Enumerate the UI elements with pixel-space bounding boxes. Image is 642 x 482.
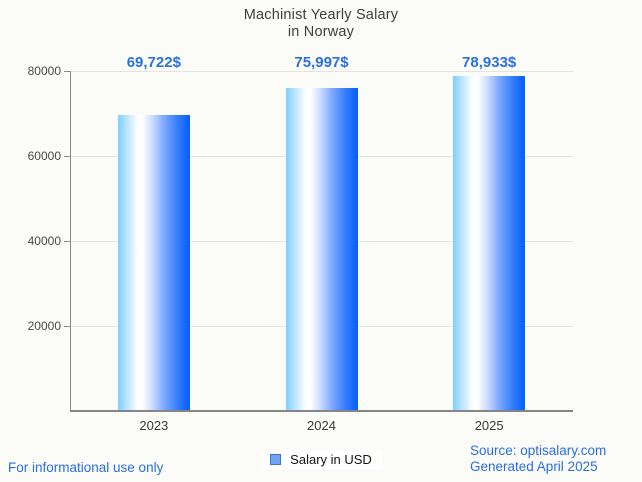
- disclaimer-text: For informational use only: [8, 460, 164, 475]
- y-tick-mark: [64, 156, 70, 157]
- chart-title-line1: Machinist Yearly Salary: [243, 7, 399, 23]
- y-tick-mark: [64, 241, 70, 242]
- y-axis-tick-label: 20000: [27, 319, 61, 333]
- y-tick-mark: [64, 326, 70, 327]
- bar-value-label: 69,722$: [126, 54, 181, 71]
- generated-text: Generated April 2025: [470, 459, 598, 474]
- y-axis-line: [70, 71, 71, 411]
- gridline: [70, 71, 573, 72]
- chart-title-line2: in Norway: [287, 24, 355, 40]
- x-axis-category-label: 2024: [307, 418, 336, 433]
- legend-label: Salary in USD: [290, 452, 372, 467]
- y-axis-tick-label: 80000: [27, 64, 61, 78]
- y-axis-tick-label: 40000: [27, 234, 61, 248]
- bar-value-label: 78,933$: [462, 54, 517, 71]
- y-axis-tick-label: 60000: [27, 149, 61, 163]
- bar-value-label: 75,997$: [294, 54, 349, 71]
- bar-2024: [285, 88, 358, 411]
- attribution: Source: optisalary.com Generated April 2…: [470, 443, 606, 475]
- x-axis-category-label: 2025: [474, 418, 504, 433]
- x-axis-category-label: 2023: [139, 418, 169, 433]
- source-text: Source: optisalary.com: [470, 443, 607, 458]
- y-tick-mark: [64, 71, 70, 72]
- bar-2023: [117, 114, 190, 411]
- legend-item: Salary in USD: [260, 450, 382, 469]
- legend-marker-icon: [270, 454, 282, 465]
- legend: Salary in USD: [0, 450, 642, 469]
- x-axis-line: [70, 410, 573, 412]
- chart-title: Machinist Yearly Salary in Norway: [0, 7, 642, 41]
- bar-2025: [453, 75, 526, 411]
